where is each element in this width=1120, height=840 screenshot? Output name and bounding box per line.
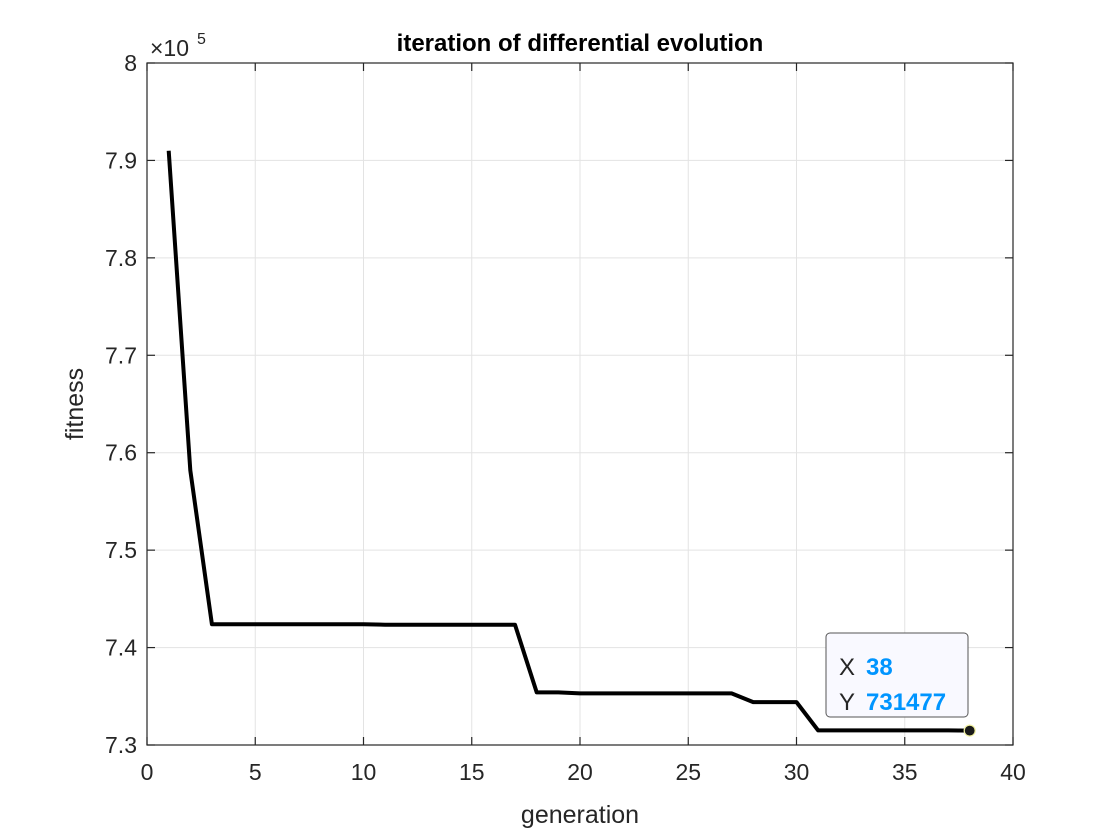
x-tick-label: 5 <box>249 759 262 785</box>
x-tick-label: 35 <box>892 759 918 785</box>
x-axis-label: generation <box>521 801 639 829</box>
chart-title: iteration of differential evolution <box>397 30 764 57</box>
series-line[interactable] <box>166 150 970 733</box>
y-exponent-label: ×10 5 <box>150 31 206 61</box>
x-tick-label: 10 <box>351 759 377 785</box>
plot-axes[interactable]: 0 5 10 15 20 25 30 35 40 7.3 7.4 7.5 7.6 7.7 7.8 7.9 8 <box>105 50 1026 785</box>
y-tick-label: 8 <box>124 50 137 76</box>
x-tick-label: 20 <box>567 759 593 785</box>
series-layer <box>166 150 970 733</box>
y-tick-label: 7.6 <box>105 440 137 466</box>
y-exponent-base: ×10 <box>150 35 189 61</box>
x-tick-label: 40 <box>1000 759 1026 785</box>
y-axis-label: fitness <box>61 368 89 440</box>
data-tip-x-value: 38 <box>866 654 893 681</box>
x-tick-label: 30 <box>784 759 810 785</box>
data-tip-y-key: Y <box>839 689 855 716</box>
data-tip-y-value: 731477 <box>866 689 946 716</box>
y-tick-label: 7.5 <box>105 537 137 563</box>
y-tick-labels: 7.3 7.4 7.5 7.6 7.7 7.8 7.9 8 <box>105 50 137 758</box>
data-tip[interactable]: X 38 Y 731477 <box>825 632 976 737</box>
y-tick-label: 7.9 <box>105 147 137 173</box>
data-tip-x-key: X <box>839 654 855 681</box>
x-tick-label: 25 <box>675 759 701 785</box>
y-tick-label: 7.3 <box>105 732 137 758</box>
y-tick-label: 7.8 <box>105 245 137 271</box>
data-tip-marker[interactable] <box>963 724 976 737</box>
x-tick-labels: 0 5 10 15 20 25 30 35 40 <box>141 759 1026 785</box>
x-tick-label: 15 <box>459 759 485 785</box>
data-tip-box <box>825 632 969 718</box>
y-tick-label: 7.7 <box>105 342 137 368</box>
y-exponent-power: 5 <box>197 31 206 48</box>
y-tick-label: 7.4 <box>105 635 137 661</box>
tick-marks <box>146 62 1014 746</box>
x-tick-label: 0 <box>141 759 154 785</box>
